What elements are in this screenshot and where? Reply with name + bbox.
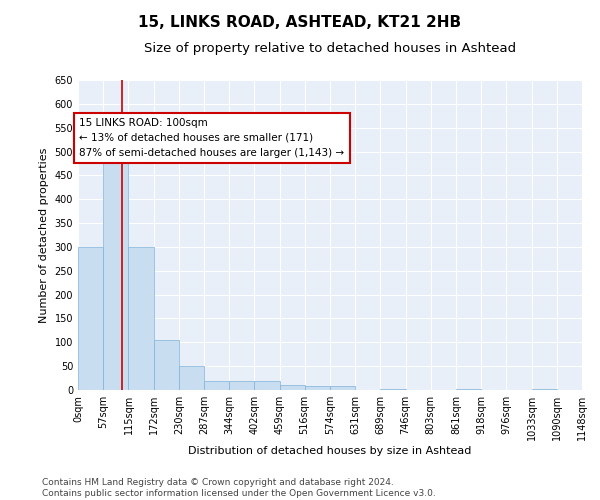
- Y-axis label: Number of detached properties: Number of detached properties: [39, 148, 49, 322]
- Bar: [254, 382, 280, 390]
- Title: Size of property relative to detached houses in Ashtead: Size of property relative to detached ho…: [144, 42, 516, 55]
- Text: Contains HM Land Registry data © Crown copyright and database right 2024.
Contai: Contains HM Land Registry data © Crown c…: [42, 478, 436, 498]
- Bar: [330, 386, 355, 390]
- Bar: [305, 386, 330, 390]
- Bar: [128, 247, 154, 390]
- Bar: [154, 340, 179, 390]
- Bar: [103, 142, 128, 390]
- Bar: [380, 388, 406, 390]
- Bar: [280, 385, 305, 390]
- Bar: [532, 388, 557, 390]
- Text: 15 LINKS ROAD: 100sqm
← 13% of detached houses are smaller (171)
87% of semi-det: 15 LINKS ROAD: 100sqm ← 13% of detached …: [79, 118, 344, 158]
- Bar: [78, 247, 103, 390]
- X-axis label: Distribution of detached houses by size in Ashtead: Distribution of detached houses by size …: [188, 446, 472, 456]
- Bar: [456, 388, 481, 390]
- Text: 15, LINKS ROAD, ASHTEAD, KT21 2HB: 15, LINKS ROAD, ASHTEAD, KT21 2HB: [139, 15, 461, 30]
- Bar: [204, 382, 229, 390]
- Bar: [179, 366, 204, 390]
- Bar: [582, 388, 600, 390]
- Bar: [229, 382, 254, 390]
